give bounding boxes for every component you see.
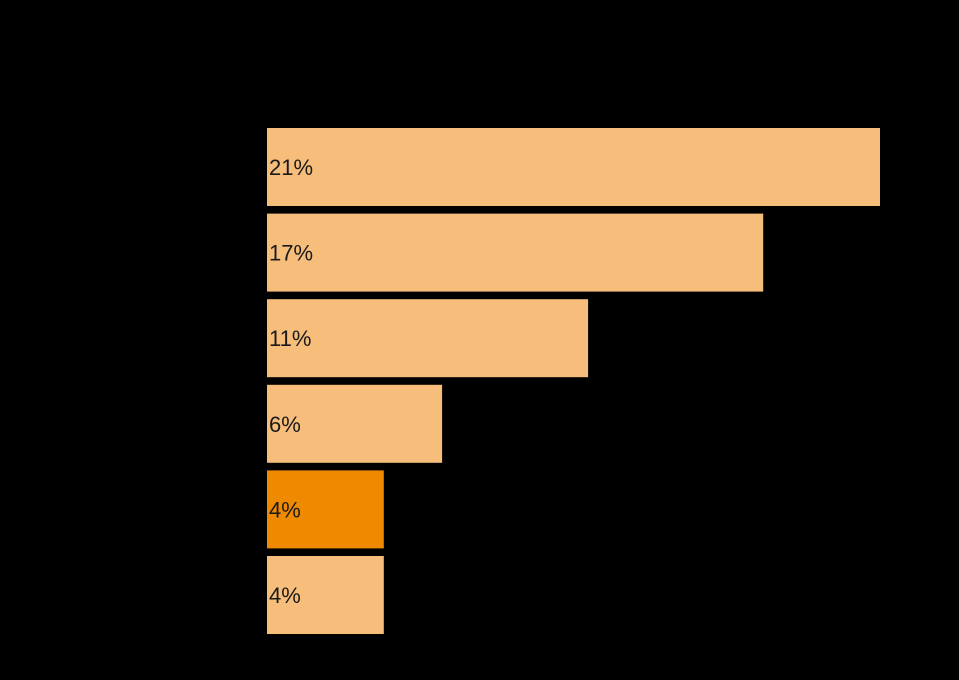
bar-value-label: 4% [269, 497, 301, 522]
bar-value-label: 17% [269, 241, 313, 266]
bar-value-label: 4% [269, 583, 301, 608]
bar [267, 213, 764, 292]
bar [267, 384, 443, 463]
bars-group [267, 128, 880, 634]
bar-value-label: 6% [269, 412, 301, 437]
bar [267, 556, 384, 634]
bar-value-label: 21% [269, 155, 313, 180]
bar-value-label: 11% [269, 326, 311, 351]
data-labels-group: 21% 17% 11% 6% 4% 4% [269, 155, 313, 608]
bar-highlighted [267, 470, 384, 549]
bar [267, 128, 880, 206]
bar [267, 299, 589, 378]
